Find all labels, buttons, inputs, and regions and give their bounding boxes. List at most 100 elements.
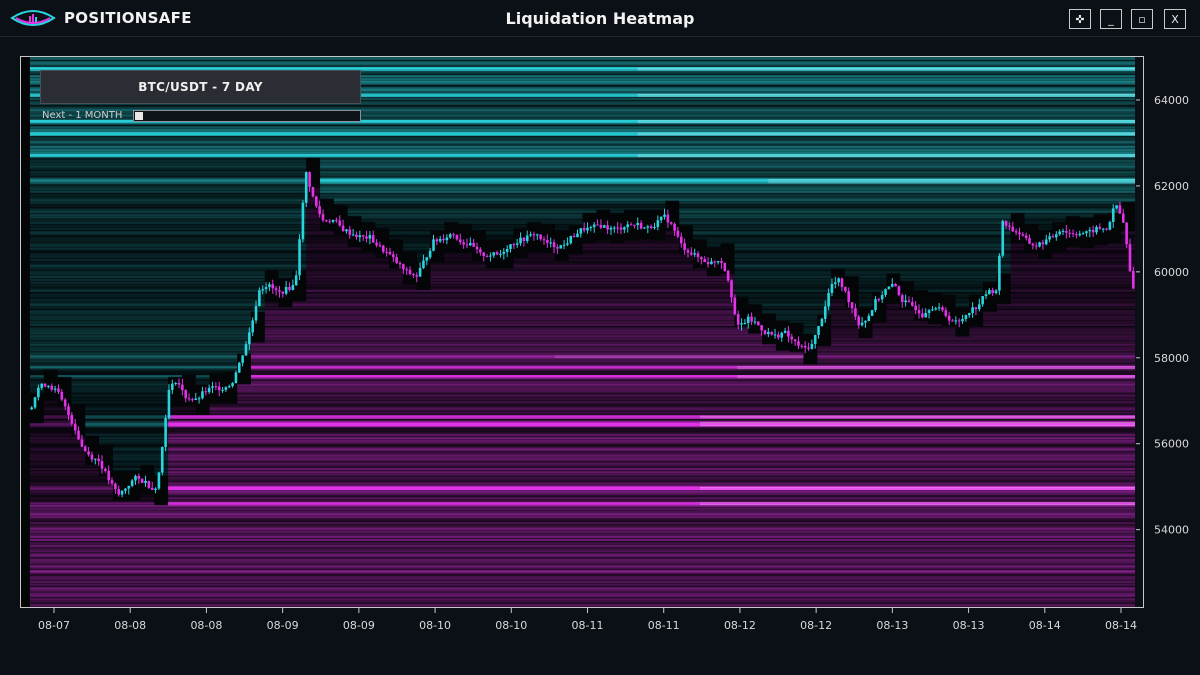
liquidation-band <box>30 245 307 248</box>
liquidation-band <box>1010 255 1039 259</box>
liquidation-band <box>1065 248 1135 251</box>
liquidation-band <box>30 320 251 323</box>
liquidation-band <box>168 464 1135 467</box>
liquidation-band <box>734 279 832 282</box>
liquidation-band <box>817 359 1135 362</box>
liquidation-band <box>1010 282 1135 285</box>
move-window-button[interactable]: ✜ <box>1069 9 1091 29</box>
liquidation-band <box>306 220 321 223</box>
liquidation-band <box>168 501 1135 504</box>
liquidation-band <box>789 320 818 323</box>
candle-body <box>934 308 938 310</box>
candle-body <box>254 306 258 321</box>
candle-body <box>234 372 238 383</box>
candle-body <box>998 255 1001 291</box>
liquidation-band <box>347 211 597 214</box>
liquidation-band <box>320 172 1135 175</box>
candle-body <box>157 472 161 489</box>
liquidation-band <box>914 280 997 283</box>
candle-body <box>1088 229 1092 232</box>
liquidation-band <box>30 481 113 484</box>
liquidation-band <box>983 317 1135 320</box>
liquidation-band <box>30 93 1135 96</box>
liquidation-band <box>30 84 1135 87</box>
candle-body <box>495 252 499 255</box>
liquidation-band <box>665 237 680 240</box>
liquidation-band <box>168 456 1135 460</box>
liquidation-band <box>43 409 72 412</box>
liquidation-band <box>30 528 1135 531</box>
liquidation-band <box>30 436 86 439</box>
liquidation-band <box>30 433 72 436</box>
candle-body <box>606 225 609 230</box>
liquidation-band <box>30 136 1135 139</box>
candle-body <box>941 307 944 311</box>
liquidation-band <box>264 327 749 330</box>
slider-thumb[interactable] <box>135 112 143 120</box>
liquidation-band <box>748 297 832 300</box>
candle-body <box>900 295 904 303</box>
candle-body <box>137 475 141 479</box>
liquidation-band <box>30 323 251 327</box>
liquidation-band <box>430 272 707 276</box>
liquidation-band <box>30 602 1135 605</box>
period-progress-slider[interactable] <box>133 110 361 122</box>
close-button[interactable]: X <box>1164 9 1186 29</box>
liquidation-band <box>112 458 169 461</box>
liquidation-band <box>734 265 1011 268</box>
candle-body <box>154 488 157 490</box>
liquidation-band <box>30 557 1135 560</box>
liquidation-band <box>402 248 431 251</box>
liquidation-band <box>168 481 1135 484</box>
minimize-button[interactable]: _ <box>1100 9 1122 29</box>
liquidation-band <box>30 447 86 450</box>
liquidation-band <box>30 87 1135 90</box>
liquidation-band <box>320 169 1135 172</box>
liquidation-band <box>30 187 307 190</box>
liquidation-band <box>30 534 1135 537</box>
pair-selector-button[interactable]: BTC/USDT - 7 DAY <box>40 70 361 104</box>
liquidation-band <box>251 342 763 345</box>
liquidation-band <box>320 170 1135 173</box>
liquidation-band <box>803 323 818 327</box>
maximize-button[interactable]: ▫ <box>1131 9 1153 29</box>
liquidation-band <box>43 401 58 404</box>
liquidation-band <box>872 327 956 330</box>
liquidation-band <box>30 266 307 269</box>
x-tick-label: 08-13 <box>876 619 908 632</box>
liquidation-band <box>886 313 914 316</box>
liquidation-band <box>71 379 169 382</box>
candle-body <box>894 284 897 287</box>
liquidation-band <box>30 277 265 280</box>
candle-body <box>1105 228 1108 230</box>
x-tick-label: 08-14 <box>1029 619 1061 632</box>
liquidation-band <box>554 226 569 229</box>
liquidation-band <box>30 228 307 231</box>
liquidation-band <box>30 88 1135 91</box>
liquidation-band <box>513 258 555 262</box>
liquidation-band <box>30 152 1135 155</box>
liquidation-band <box>168 472 1135 475</box>
liquidation-band <box>320 163 1135 166</box>
liquidation-band <box>969 327 1135 330</box>
liquidation-band <box>30 303 265 306</box>
liquidation-band <box>30 580 1135 583</box>
liquidation-band <box>30 566 1135 569</box>
liquidation-band <box>320 181 1135 184</box>
liquidation-band <box>237 395 1135 398</box>
liquidation-band <box>237 398 1135 401</box>
liquidation-band <box>30 163 307 166</box>
liquidation-band <box>195 376 210 379</box>
liquidation-band <box>775 317 818 320</box>
liquidation-band <box>112 463 169 466</box>
liquidation-band-core <box>699 417 1135 419</box>
liquidation-band <box>1010 271 1135 274</box>
liquidation-band <box>734 245 1011 248</box>
candle-body <box>1008 225 1011 227</box>
liquidation-band <box>306 265 390 268</box>
candle-body <box>1058 231 1061 235</box>
liquidation-band <box>679 221 1011 224</box>
liquidation-band <box>872 323 942 327</box>
liquidation-band <box>168 477 1135 480</box>
